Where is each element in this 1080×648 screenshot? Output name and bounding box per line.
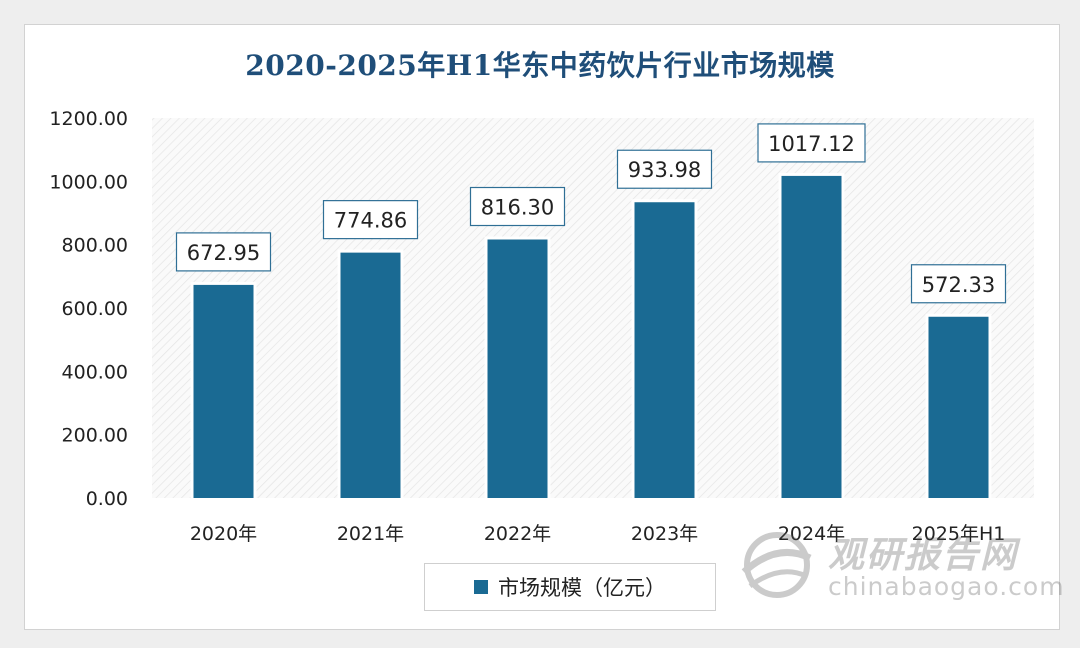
legend-swatch xyxy=(474,580,488,594)
x-tick-label: 2025年H1 xyxy=(912,523,1006,545)
data-label: 1017.12 xyxy=(768,132,855,156)
data-label-box xyxy=(757,123,866,163)
y-tick-label: 1200.00 xyxy=(49,108,128,130)
legend: 市场规模（亿元） xyxy=(424,563,716,611)
bar xyxy=(340,252,401,498)
bar xyxy=(487,239,548,498)
data-label-box xyxy=(616,149,713,189)
data-label-box xyxy=(469,186,566,227)
x-tick-label: 2020年 xyxy=(190,523,257,545)
y-tick-label: 200.00 xyxy=(62,425,128,447)
data-label: 572.33 xyxy=(922,273,995,297)
plot-area xyxy=(152,118,1034,498)
x-tick-label: 2024年 xyxy=(778,523,845,545)
chart-title: 2020-2025年H1华东中药饮片行业市场规模 xyxy=(245,49,835,82)
x-tick-label: 2021年 xyxy=(337,523,404,545)
y-tick-label: 600.00 xyxy=(62,298,128,320)
x-tick-label: 2022年 xyxy=(484,523,551,545)
x-tick-label: 2023年 xyxy=(631,523,698,545)
data-label: 774.86 xyxy=(334,209,407,233)
data-label-box xyxy=(910,264,1007,304)
bar xyxy=(781,175,842,499)
data-label-box xyxy=(322,200,419,240)
bar xyxy=(634,202,695,498)
y-tick-label: 400.00 xyxy=(62,361,128,383)
watermark-cn: 观研报告网 xyxy=(828,535,1019,576)
data-label: 933.98 xyxy=(628,158,701,182)
legend-label: 市场规模（亿元） xyxy=(498,576,666,600)
data-label: 672.95 xyxy=(187,241,260,265)
bar xyxy=(928,316,989,498)
watermark-en: chinabaogao.com xyxy=(828,572,1065,601)
bar xyxy=(193,284,254,498)
y-tick-label: 0.00 xyxy=(86,488,128,510)
y-tick-label: 1000.00 xyxy=(49,171,128,193)
watermark: 观研报告网 chinabaogao.com xyxy=(736,522,1064,612)
globe-logo-icon xyxy=(741,532,812,598)
y-tick-label: 800.00 xyxy=(62,235,128,257)
data-label-box xyxy=(175,232,272,272)
data-label: 816.30 xyxy=(481,196,554,220)
